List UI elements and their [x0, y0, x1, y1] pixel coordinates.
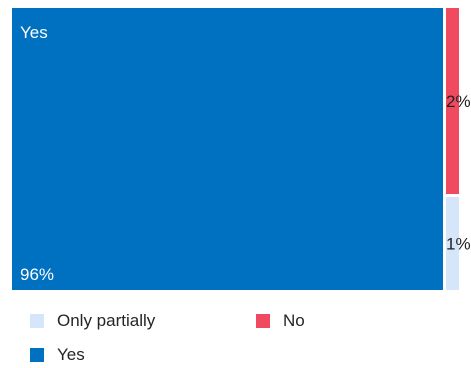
treemap-tile-no[interactable]: [446, 8, 459, 194]
legend-swatch-only-partially: [30, 314, 44, 328]
tile-value-no: 2%: [446, 92, 471, 111]
tile-value-yes: 96%: [20, 265, 54, 284]
tile-label-yes: Yes: [20, 23, 48, 42]
legend-label-only-partially: Only partially: [57, 311, 156, 330]
legend-swatch-no: [256, 314, 270, 328]
legend-item-no[interactable]: No: [256, 311, 305, 331]
tile-value-only-partially: 1%: [446, 235, 471, 254]
legend-label-yes: Yes: [57, 345, 85, 364]
treemap-tile-yes[interactable]: [12, 8, 443, 290]
treemap-tiles: Yes 96% 2% 1%: [12, 8, 471, 290]
legend-item-only-partially[interactable]: Only partially: [30, 311, 155, 331]
legend-item-yes[interactable]: Yes: [30, 345, 85, 365]
legend-swatch-yes: [30, 348, 44, 362]
legend-label-no: No: [283, 311, 305, 330]
treemap-tile-only-partially[interactable]: [446, 197, 459, 290]
